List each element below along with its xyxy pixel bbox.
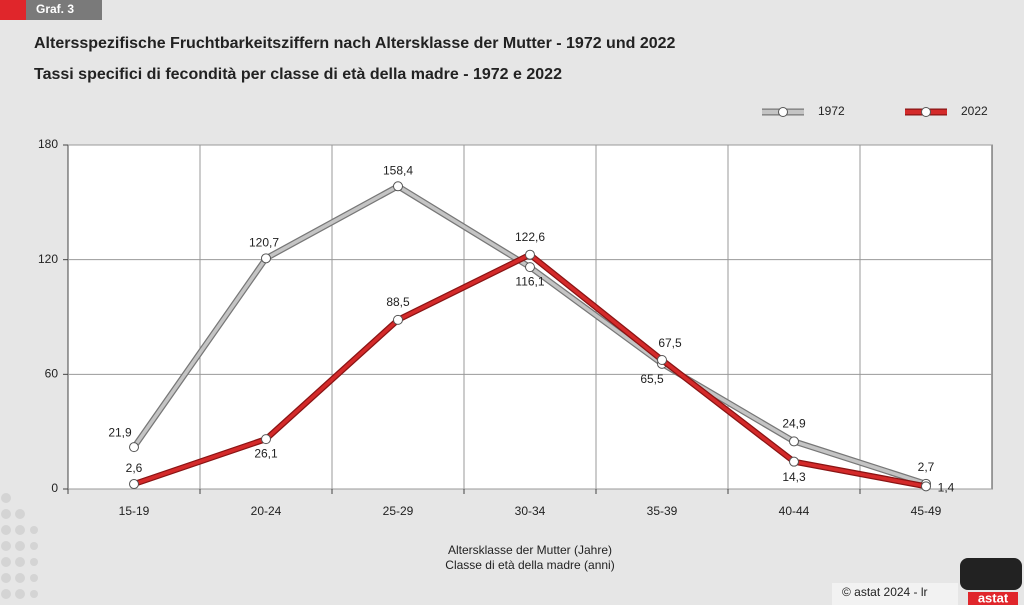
x-axis-title: Altersklasse der Mutter (Jahre) (448, 543, 612, 557)
point (261, 434, 271, 445)
y-tick-label: 180 (38, 137, 58, 151)
y-tick-label: 0 (51, 481, 58, 495)
point (657, 355, 667, 365)
data-label: 2,7 (918, 460, 935, 474)
badge-accent (0, 0, 26, 20)
data-label: 120,7 (249, 236, 279, 250)
legend-marker (778, 107, 788, 117)
point (789, 456, 799, 467)
data-label: 14,3 (782, 470, 806, 484)
y-tick-label: 120 (38, 252, 58, 266)
legend-label: 1972 (818, 104, 845, 118)
point (789, 436, 799, 447)
data-label: 65,5 (640, 372, 664, 386)
x-axis-title: Classe di età della madre (anni) (445, 558, 614, 572)
data-label: 2,6 (126, 461, 143, 475)
point (261, 253, 271, 264)
x-tick-label: 35-39 (647, 504, 678, 518)
badge: Graf. 3 (36, 2, 74, 16)
x-tick-label: 20-24 (251, 504, 282, 518)
footer: © astat 2024 - lr (842, 585, 928, 599)
point (393, 314, 403, 325)
data-label: 122,6 (515, 230, 545, 244)
data-label: 116,1 (515, 274, 544, 288)
logo: astat (978, 590, 1009, 605)
legend-marker (921, 107, 931, 117)
logo-box (968, 592, 1018, 605)
footer-box (832, 583, 958, 605)
logo-mark (960, 558, 1022, 590)
data-label: 1,4 (938, 480, 955, 494)
point (129, 479, 139, 490)
point (921, 481, 931, 492)
point (525, 249, 535, 260)
chart-title: Altersspezifische Fruchtbarkeitsziffern … (34, 35, 676, 52)
plot-area (67, 144, 993, 490)
x-tick-label: 40-44 (779, 504, 810, 518)
data-label: 158,4 (383, 163, 413, 177)
x-tick-label: 30-34 (515, 504, 546, 518)
chart-subtitle: Tassi specifici di fecondità per classe … (34, 66, 562, 83)
point (525, 262, 535, 273)
data-label: 26,1 (254, 446, 278, 460)
legend-label: 2022 (961, 104, 988, 118)
x-tick-label: 15-19 (119, 504, 150, 518)
data-label: 88,5 (386, 295, 410, 309)
data-label: 24,9 (782, 417, 806, 431)
data-label: 67,5 (658, 336, 682, 350)
point (129, 442, 139, 453)
point (393, 181, 403, 192)
x-tick-label: 45-49 (911, 504, 942, 518)
x-tick-label: 25-29 (383, 504, 414, 518)
decoration-dots (1, 493, 38, 599)
badge-box (26, 0, 102, 20)
data-label: 21,9 (108, 425, 132, 439)
y-tick-label: 60 (45, 367, 59, 381)
